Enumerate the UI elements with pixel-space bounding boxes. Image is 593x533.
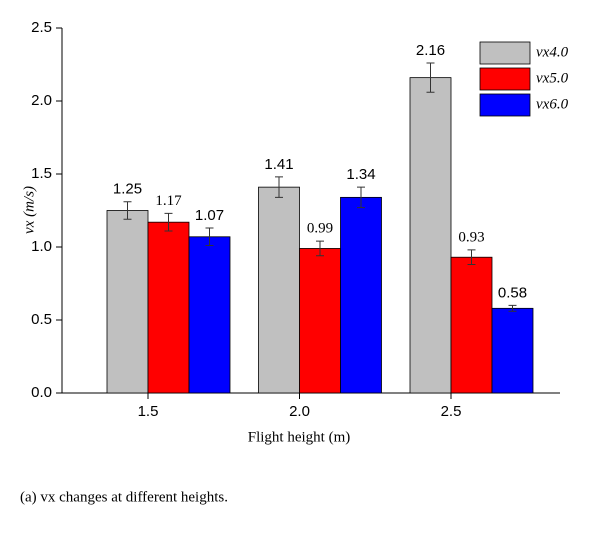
bar [491, 307, 534, 394]
error-bar [205, 227, 214, 247]
bar [106, 210, 149, 394]
value-label: 2.16 [416, 42, 445, 59]
value-label: 0.99 [307, 221, 333, 237]
bar [147, 221, 190, 394]
legend-label: vx6.0 [536, 96, 569, 112]
bar [450, 256, 493, 394]
value-label: 1.41 [264, 156, 293, 173]
x-tick-label: 1.5 [138, 403, 159, 420]
bar [340, 196, 382, 394]
x-tick-label: 2.0 [289, 403, 310, 420]
legend-swatch [479, 41, 531, 65]
error-bar [467, 249, 476, 266]
y-axis-title: vx (m/s) [21, 186, 37, 234]
value-label: 0.58 [498, 284, 527, 301]
error-bar [123, 201, 132, 220]
bar [299, 248, 341, 394]
x-axis-title: Flight height (m) [248, 429, 351, 445]
y-tick-label: 0.0 [31, 384, 52, 401]
value-label: 1.25 [113, 181, 142, 198]
legend-label: vx5.0 [536, 70, 569, 86]
bar [258, 186, 300, 394]
error-bar [316, 240, 324, 257]
legend-label: vx4.0 [536, 44, 569, 60]
y-tick-label: 2.5 [31, 19, 52, 36]
error-bar [426, 62, 435, 93]
value-label: 0.93 [458, 229, 484, 245]
error-bar [508, 304, 517, 312]
y-tick-label: 2.0 [31, 92, 52, 109]
x-tick-label: 2.5 [441, 403, 462, 420]
y-tick-label: 0.5 [31, 311, 52, 328]
legend-swatch [479, 93, 531, 117]
legend-swatch [479, 67, 531, 91]
bar [409, 77, 452, 394]
value-label: 1.17 [155, 193, 182, 209]
value-label: 1.07 [195, 207, 224, 224]
error-bar [275, 176, 283, 198]
y-tick-label: 1.0 [31, 238, 52, 255]
caption: (a) vx changes at different heights. [20, 489, 228, 505]
value-label: 1.34 [346, 166, 375, 183]
error-bar [164, 212, 173, 232]
bar [188, 236, 231, 394]
y-tick-label: 1.5 [31, 165, 52, 182]
error-bar [357, 186, 365, 209]
